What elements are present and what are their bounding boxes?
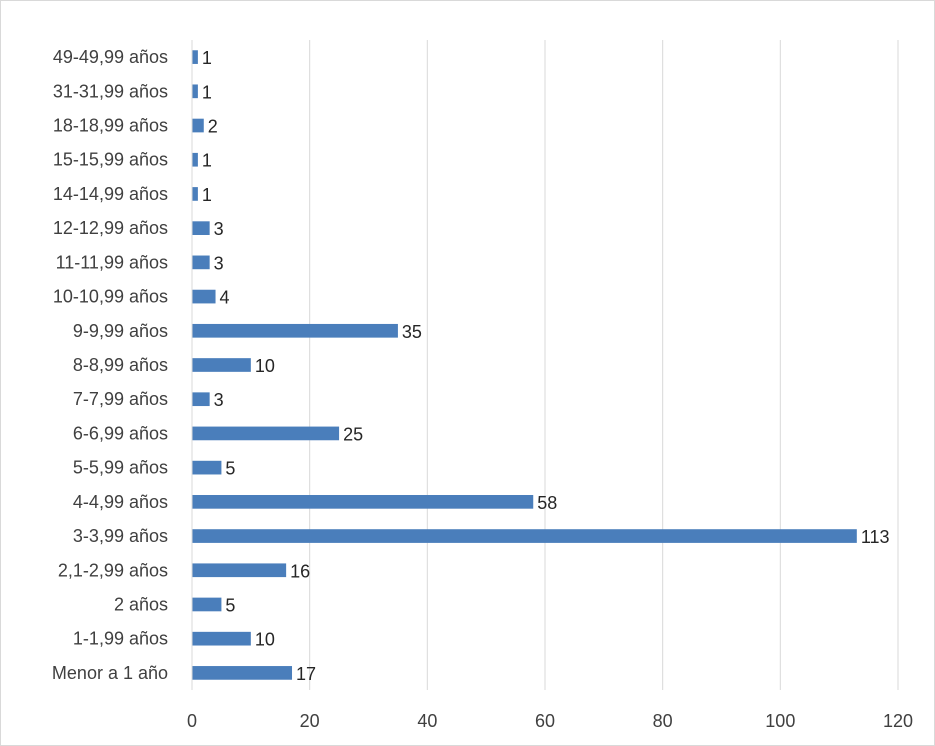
bars bbox=[192, 50, 857, 680]
bar bbox=[192, 529, 857, 543]
data-label: 10 bbox=[255, 630, 275, 650]
category-label: 15-15,99 años bbox=[53, 150, 168, 170]
bar bbox=[192, 221, 210, 235]
category-label: 3-3,99 años bbox=[73, 526, 168, 546]
category-label: 10-10,99 años bbox=[53, 287, 168, 307]
bar bbox=[192, 323, 398, 338]
data-label: 1 bbox=[202, 185, 212, 205]
data-label: 58 bbox=[537, 493, 557, 513]
bar bbox=[192, 426, 340, 441]
data-label: 16 bbox=[290, 561, 310, 581]
category-label: 11-11,99 años bbox=[56, 252, 168, 272]
bar bbox=[192, 460, 222, 475]
bar bbox=[192, 289, 216, 304]
data-label: 35 bbox=[402, 322, 422, 342]
data-label: 3 bbox=[214, 390, 224, 410]
gridlines bbox=[309, 40, 899, 690]
data-label: 5 bbox=[225, 459, 235, 479]
category-label: 14-14,99 años bbox=[53, 184, 168, 204]
x-tick-label: 20 bbox=[300, 711, 320, 731]
data-label: 1 bbox=[202, 151, 212, 171]
data-label: 5 bbox=[225, 595, 235, 615]
bar bbox=[192, 563, 287, 578]
data-label: 3 bbox=[214, 253, 224, 273]
data-label: 10 bbox=[255, 356, 275, 376]
x-tick-label: 100 bbox=[765, 711, 795, 731]
bar bbox=[192, 84, 198, 99]
bar bbox=[192, 255, 210, 270]
bar bbox=[192, 631, 251, 646]
data-label: 25 bbox=[343, 424, 363, 444]
bar bbox=[192, 597, 222, 612]
bar bbox=[192, 495, 534, 509]
x-tick-label: 120 bbox=[883, 711, 913, 731]
category-label: 8-8,99 años bbox=[73, 355, 168, 375]
bar bbox=[192, 358, 251, 372]
category-label: 31-31,99 años bbox=[53, 81, 168, 101]
category-label: 12-12,99 años bbox=[53, 218, 168, 238]
bar bbox=[192, 392, 210, 407]
category-label: 7-7,99 años bbox=[73, 389, 168, 409]
data-label: 3 bbox=[214, 219, 224, 239]
category-label: 49-49,99 años bbox=[53, 47, 168, 67]
category-label: 6-6,99 años bbox=[73, 423, 168, 443]
data-label: 17 bbox=[296, 664, 316, 684]
category-label: 1-1,99 años bbox=[73, 629, 168, 649]
data-label: 1 bbox=[202, 48, 212, 68]
x-tick-label: 0 bbox=[187, 711, 197, 731]
bar bbox=[192, 50, 198, 64]
category-label: 2 años bbox=[114, 594, 168, 614]
bar bbox=[192, 187, 198, 201]
x-tick-label: 40 bbox=[417, 711, 437, 731]
category-label: 2,1-2,99 años bbox=[58, 560, 168, 580]
x-tick-label: 60 bbox=[535, 711, 555, 731]
data-label: 4 bbox=[220, 288, 230, 308]
bar bbox=[192, 152, 198, 167]
x-axis-tick-labels: 0 20 40 60 80 100 120 bbox=[187, 711, 913, 731]
category-label: Menor a 1 año bbox=[52, 663, 168, 683]
bar bbox=[192, 666, 293, 680]
category-labels: Menor a 1 año 1-1,99 años 2 años 2,1-2,99 a… bbox=[52, 47, 168, 683]
data-label: 2 bbox=[208, 117, 218, 137]
category-label: 4-4,99 años bbox=[73, 492, 168, 512]
category-label: 9-9,99 años bbox=[73, 321, 168, 341]
bar bbox=[192, 118, 204, 133]
data-label: 113 bbox=[861, 527, 890, 547]
category-label: 5-5,99 años bbox=[73, 458, 168, 478]
x-tick-label: 80 bbox=[653, 711, 673, 731]
category-label: 18-18,99 años bbox=[53, 116, 168, 136]
data-label: 1 bbox=[202, 82, 212, 102]
